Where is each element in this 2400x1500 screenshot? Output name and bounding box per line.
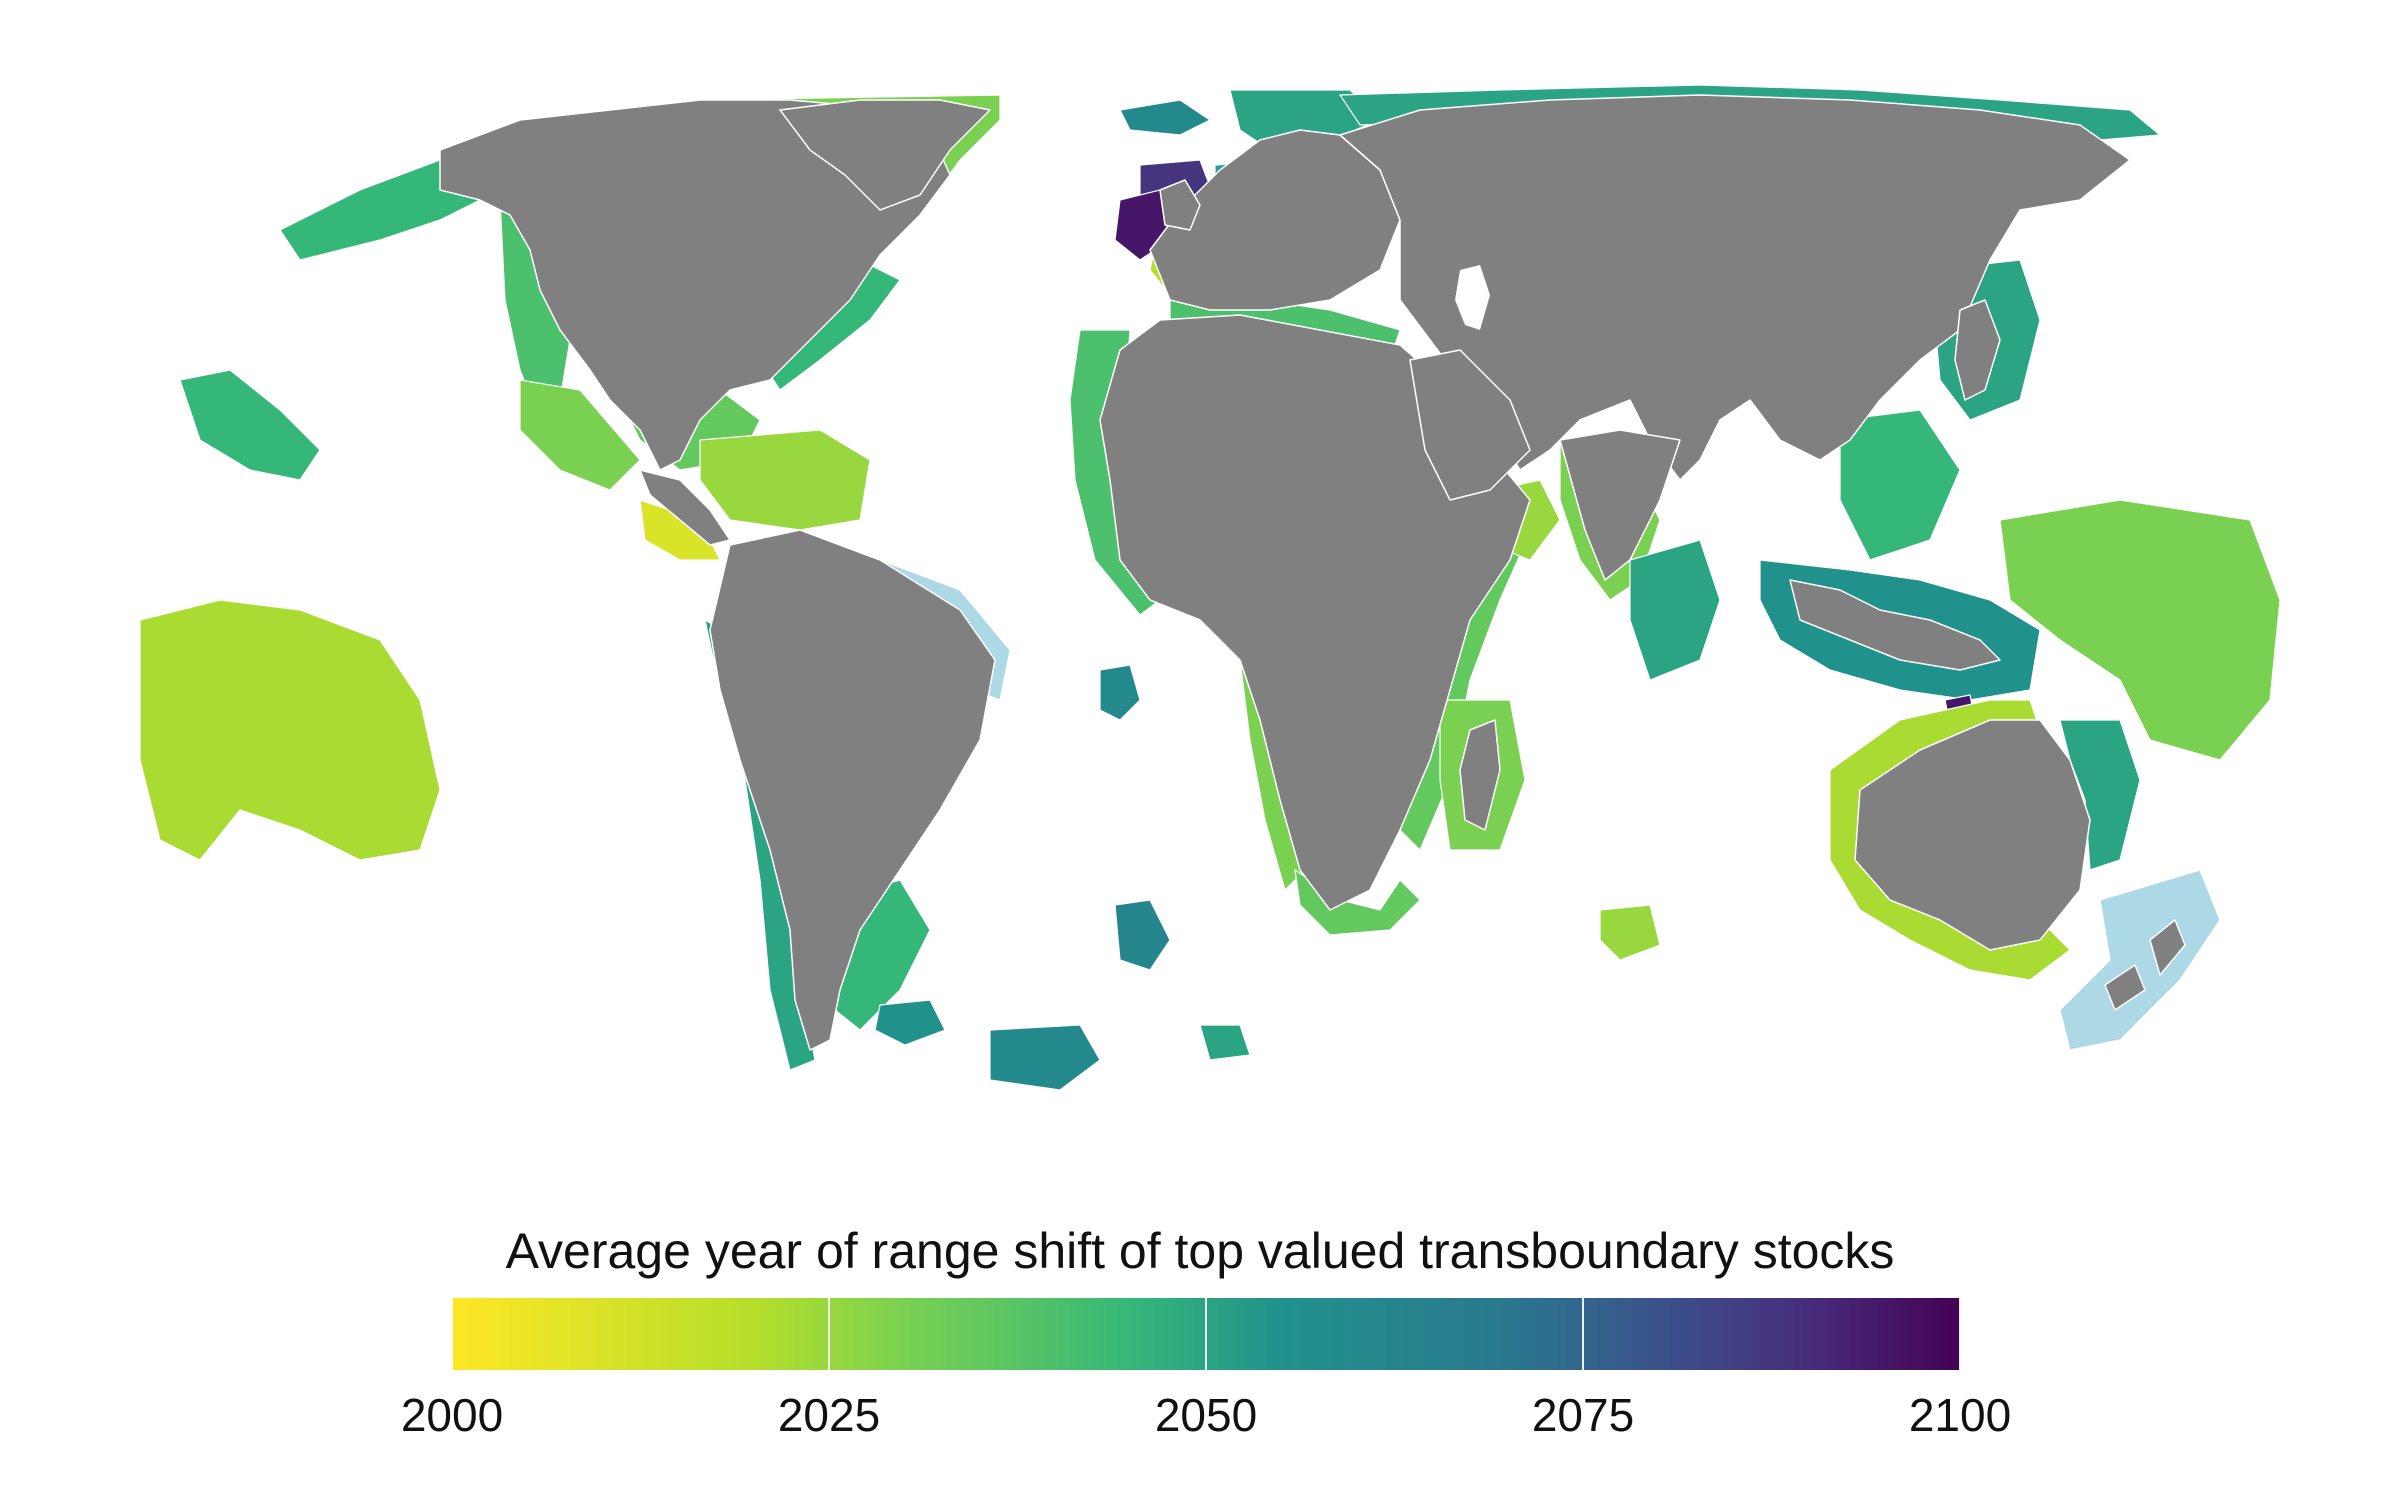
land-layer <box>439 94 2186 1051</box>
legend-title: Average year of range shift of top value… <box>505 1223 1895 1279</box>
land-madagascar <box>1459 719 1501 831</box>
land-australia <box>1854 719 2091 951</box>
eez-region <box>1599 904 1661 961</box>
colorbar-tick-label: 2050 <box>1154 1389 1258 1441</box>
eez-region <box>1629 539 1721 681</box>
eez-region <box>2059 869 2221 1051</box>
land-arabia <box>1409 349 1531 501</box>
colorbar-tick-label: 2075 <box>1531 1389 1635 1441</box>
land-north-america <box>439 99 951 471</box>
colorbar-tick-label: 2025 <box>777 1389 881 1441</box>
eez-region <box>1839 409 1961 561</box>
land-central-america <box>639 469 731 546</box>
eez-region <box>874 999 946 1046</box>
land-south-america <box>709 529 996 1051</box>
eez-region <box>139 599 441 861</box>
colorbar-tick <box>828 1298 830 1370</box>
land-india <box>1559 429 1681 581</box>
world-map <box>139 84 2281 1091</box>
land-japan <box>1954 299 2001 401</box>
colorbar-tick <box>451 1298 453 1370</box>
eez-region <box>279 159 482 261</box>
eez-region <box>699 429 871 531</box>
eez-region <box>1119 99 1212 136</box>
land-indonesia <box>1789 579 2001 671</box>
eez-region <box>1294 868 1421 936</box>
colorbar-tick <box>1582 1298 1584 1370</box>
land-british-isles <box>1159 179 1201 231</box>
eez-region <box>519 379 641 491</box>
caspian-sea <box>1455 265 1490 330</box>
colorbar-tick <box>1959 1298 1961 1370</box>
land-africa <box>1099 314 1531 911</box>
eez-region <box>1114 899 1171 971</box>
eez-region <box>1199 1024 1251 1061</box>
colorbar-tick <box>1205 1298 1207 1370</box>
eez-region <box>1999 499 2281 761</box>
land-new-zealand <box>2104 919 2186 1011</box>
eez-region <box>989 1024 1101 1091</box>
eez-region <box>1099 664 1141 721</box>
land-greenland <box>779 99 991 211</box>
colorbar-tick-label: 2100 <box>1908 1389 2012 1441</box>
eez-region <box>179 369 321 481</box>
colorbar-tick-label: 2000 <box>400 1389 504 1441</box>
